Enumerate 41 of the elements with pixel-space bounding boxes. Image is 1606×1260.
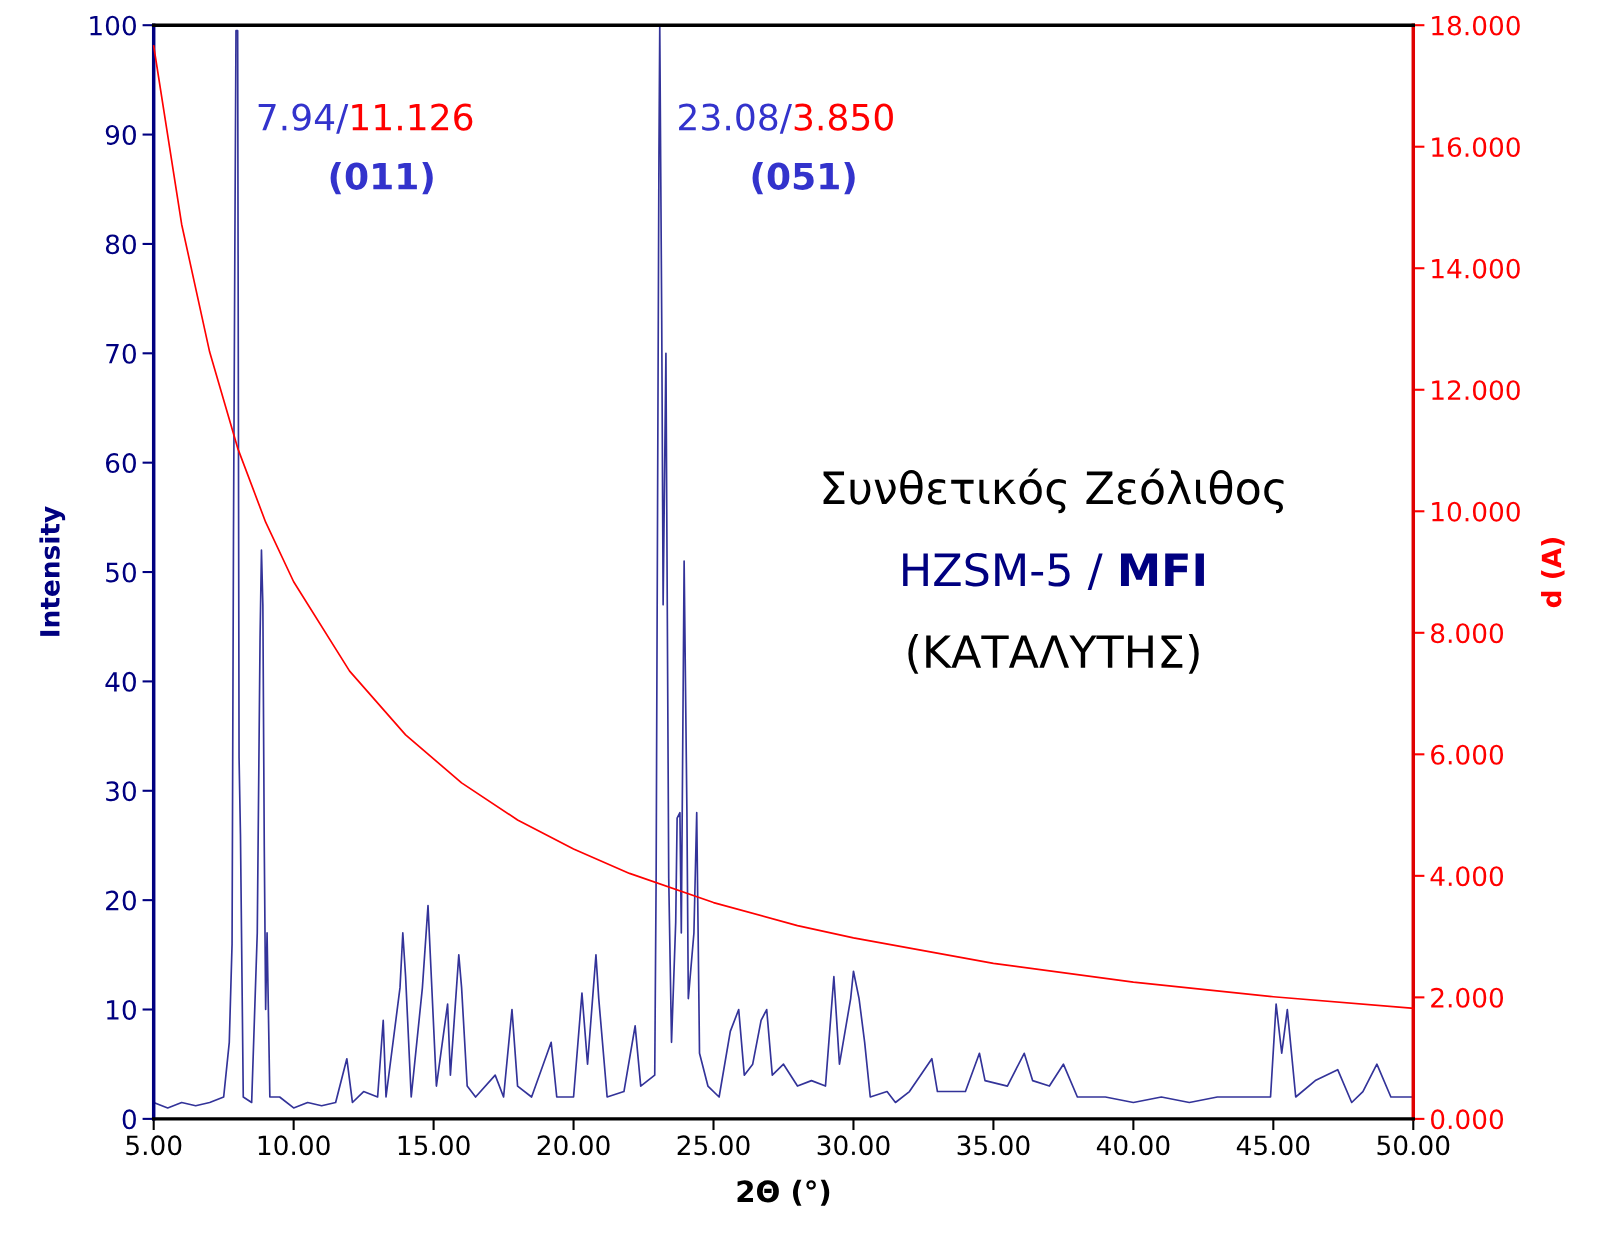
x-tick-label: 30.00 [817,1135,890,1156]
y-tick-label: 20 [106,890,136,911]
y-axis-title: Intensity [39,506,66,636]
y2-tick-label: 0.000 [1430,1109,1504,1130]
x-tick-label: 45.00 [1236,1135,1310,1156]
y-tick-label: 10 [107,999,136,1020]
y-tick-label: 100 [90,15,136,36]
y2-tick-label: 12.000 [1432,380,1520,401]
y2-tick-label: 16.000 [1432,137,1520,158]
y-tick-label: 90 [105,125,136,145]
y2-axis-title: d (A) [1541,538,1565,608]
y2-tick-label: 8.000 [1431,623,1504,644]
x-tick-label: 5.00 [126,1135,182,1156]
y2-tick-label: 18.000 [1432,15,1520,36]
x-tick-label: 35.00 [957,1135,1030,1156]
y2-tick-label: 4.000 [1430,866,1504,887]
x-tick-label: 50.00 [1377,1135,1450,1156]
annotation: HZSM-5 / MFI [903,552,1204,591]
annotation: (011) [330,161,433,195]
annotation: (ΚΑΤΑΛΥΤΗΣ) [908,634,1199,674]
y-tick-label: 0 [122,1109,136,1130]
y2-tick-label: 10.000 [1432,501,1520,522]
annotation: (051) [752,161,855,195]
x-tick-label: 15.00 [398,1135,470,1156]
y-tick-label: 40 [105,671,136,692]
x-tick-label: 25.00 [677,1135,750,1156]
x-axis-title: 2Θ (°) [737,1179,830,1206]
y-tick-label: 70 [106,343,136,364]
y-tick-label: 60 [105,453,136,474]
y2-tick-label: 14.000 [1432,258,1520,279]
annotation: Συνθετικός Ζεόλιθος [823,468,1284,514]
annotation: 7.94/11.126 [258,103,473,134]
y-tick-label: 30 [106,781,136,802]
y-tick-label: 80 [105,234,136,255]
y2-tick-label: 6.000 [1431,744,1504,765]
x-tick-label: 40.00 [1096,1135,1170,1156]
annotation: 23.08/3.850 [679,103,893,134]
x-tick-label: 10.00 [258,1135,330,1156]
y-tick-label: 50 [106,562,136,583]
y2-tick-label: 2.000 [1431,987,1504,1008]
x-tick-label: 20.00 [537,1135,610,1156]
